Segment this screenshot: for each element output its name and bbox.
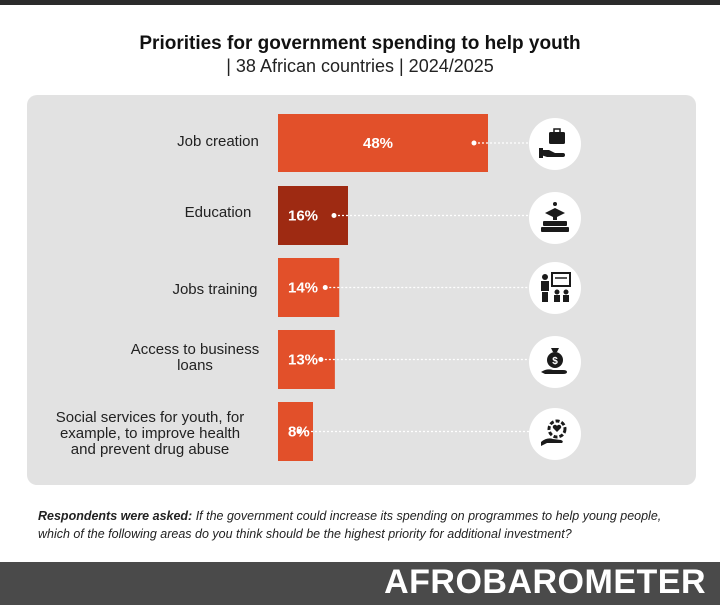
note-lead: Respondents were asked: [38,509,193,523]
graduation-books-icon [529,192,581,244]
bar-2 [278,258,340,317]
leader-dot-2 [322,285,328,290]
bar-value-label-3: 13% [288,352,318,369]
note-text: If the government could increase its spe… [38,509,662,541]
leader-dot-4 [296,429,302,434]
bar-0 [278,114,488,172]
chart-title: Priorities for government spending to he… [139,33,581,54]
leader-dot-1 [331,213,337,218]
gear-heart-hand-icon [529,408,581,460]
training-presentation-icon [529,262,581,314]
bar-value-label-1: 16% [288,208,318,225]
category-label-jobs-training: Jobs training [172,281,258,298]
category-label-social-services: Social services for youth, for example, … [55,409,245,458]
bar-value-label-4: 8% [288,424,310,441]
top-border [0,0,720,5]
category-label-education: Education [184,204,252,221]
chart-subtitle: | 38 African countries | 2024/2025 [226,56,494,76]
svg-text:$: $ [552,356,558,367]
category-label-job-creation: Job creation [177,133,259,150]
category-label-business-loans: Access to business loans [130,341,260,374]
bar-value-label-0: 48% [363,135,393,152]
footer-bar: AFROBAROMETER [0,562,720,605]
leader-dot-0 [471,140,477,146]
leader-dot-3 [318,357,324,362]
afrobarometer-logo: AFROBAROMETER [384,563,706,601]
money-bag-hand-icon: $ [529,336,581,388]
bar-value-label-2: 14% [288,280,318,297]
survey-question-note: Respondents were asked: If the governmen… [38,507,688,543]
briefcase-hand-icon [529,118,581,170]
